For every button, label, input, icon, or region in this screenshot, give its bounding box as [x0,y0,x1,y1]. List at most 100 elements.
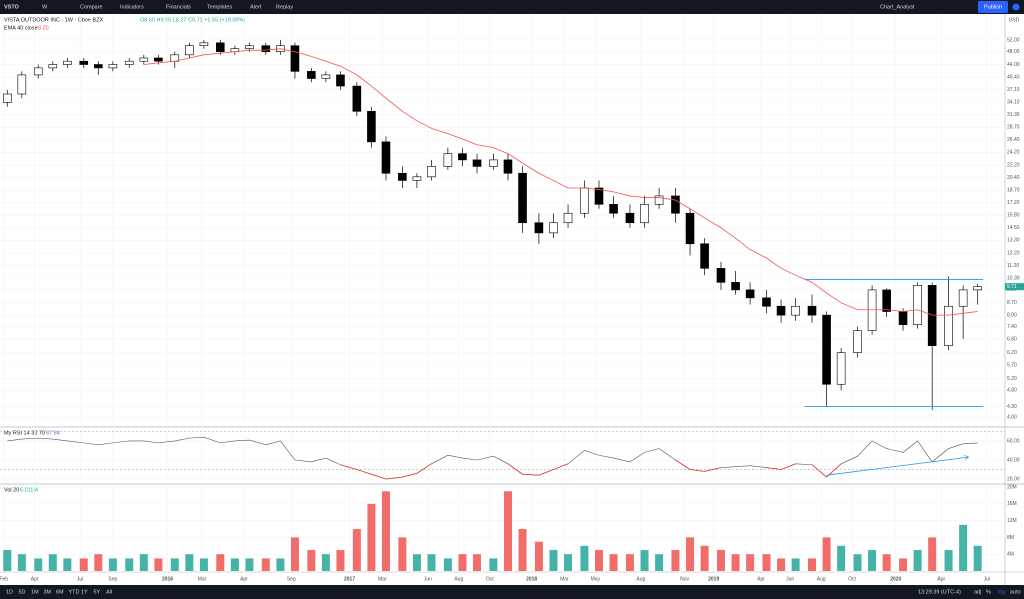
candle-body [625,212,635,224]
toolbar-item[interactable]: Indicators [120,4,144,10]
x-tick-label: Oct [486,576,494,582]
candle-body [352,85,362,112]
volume-bar [398,537,407,571]
candle-body [731,282,740,291]
y-tick-label: 17.20 [1007,200,1020,206]
range-button[interactable]: 1D [6,589,13,595]
y-tick-label: 14.50 [1007,225,1020,231]
range-button[interactable]: YTD [69,589,80,595]
range-button[interactable]: 5D [19,589,26,595]
toolbar-item[interactable]: Templates [207,4,232,10]
volume-bar [125,558,134,571]
volume-bar [791,558,800,571]
candle-body [2,93,12,103]
publish-label[interactable]: Publish [984,4,1002,10]
currency: USD [1009,17,1020,23]
interval[interactable]: W [42,4,48,10]
volume-bar [959,524,968,571]
x-tick-label: 2020 [890,576,901,582]
candle-body [898,311,908,325]
y-tick-label: 16M [1007,501,1017,507]
x-tick-label: Sep [287,576,296,582]
symbol[interactable]: VSTO [4,4,20,10]
rsi-oversold-segment [766,467,782,470]
volume-bar [352,529,361,571]
volume-bar [367,503,376,571]
x-tick-label: Sep [108,576,117,582]
volume-bar [882,554,891,571]
volume-bar [549,550,558,571]
volume-bar [216,554,225,571]
x-tick-label: Jun [424,576,432,582]
volume-bar [716,550,725,571]
y-tick-label: 52.00 [1007,37,1020,43]
volume-bar [321,554,330,571]
volume-bar [731,554,740,571]
y-tick-label: 22.20 [1007,162,1020,168]
range-button[interactable]: 6M [56,589,64,595]
volume-bar [63,558,72,571]
volume-bar [427,554,436,571]
volume-bar [837,545,846,571]
rsi-oversold-segment [507,463,523,475]
x-tick-label: Mar [378,576,387,582]
range-button[interactable]: 1M [31,589,39,595]
candle-body [154,57,163,62]
toolbar-item[interactable]: Alert [250,4,262,10]
publish-button[interactable] [978,1,1008,13]
toolbar-item[interactable]: Financials [166,4,191,10]
y-tick-label: 18.70 [1007,188,1020,194]
axis-option[interactable]: % [986,589,991,595]
rsi-oversold-segment [402,472,418,478]
x-tick-label: Jun [786,576,794,582]
volume-bar [261,558,270,571]
candle-body [336,74,345,87]
rsi-value: 57.94 [46,430,60,436]
volume-bar [108,558,117,571]
ema-line [143,48,978,316]
volume-bar [700,545,709,571]
range-button[interactable]: 5Y [94,589,101,595]
volume-bar [17,554,26,571]
ohlc-legend: O8.50 H9.95 L8.27 C9.71 +1.55 (+19.00%) [140,17,245,23]
account-icon[interactable] [1012,3,1020,11]
candle-body [580,187,589,214]
volume-bar [609,554,618,571]
x-tick-label: Mar [198,576,207,582]
candle-body [654,195,664,205]
y-tick-label: 8M [1007,535,1014,541]
volume-bar [489,558,498,571]
toolbar-item[interactable]: Replay [276,4,293,10]
candle-body [807,305,817,316]
x-tick-label: May [591,576,601,582]
axis-option[interactable]: log [998,589,1005,595]
range-button[interactable]: 1Y [81,589,88,595]
volume-bar [458,554,467,571]
range-button[interactable]: All [106,589,112,595]
toolbar-item[interactable]: Compare [80,4,103,10]
candle-body [671,195,680,214]
axis-option[interactable]: auto [1010,589,1021,595]
candle-body [458,153,467,161]
y-tick-label: 40.40 [1007,74,1020,80]
x-tick-label: Aug [817,576,826,582]
x-tick-label: Apr [757,576,765,582]
volume-bar [307,550,316,571]
volume-bar [412,554,421,571]
candle-body [199,42,209,47]
axis-option[interactable]: adj [974,589,981,595]
volume-bar [3,550,12,571]
y-tick-label: 20.40 [1007,175,1020,181]
clock: 13:29:39 (UTC-4) [918,589,961,595]
volume-bar [139,554,148,571]
candle-body [290,45,300,72]
volume-bar [443,558,452,571]
candle-body [822,314,831,385]
layout-name[interactable]: Chart_Analyst [880,4,915,10]
range-button[interactable]: 3M [44,589,52,595]
volume-bar [336,550,345,571]
x-tick-label: Jul [984,576,990,582]
y-tick-label: 13.30 [1007,238,1020,244]
